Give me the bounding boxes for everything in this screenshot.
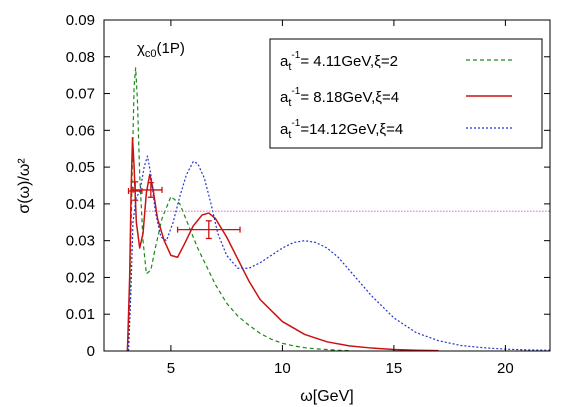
legend-entry-1: at-1= 4.11GeV,ξ=2 (280, 50, 512, 73)
x-tick-label: 15 (386, 360, 403, 377)
annotation-base: χ (137, 40, 145, 57)
annotation-sub: c0 (145, 48, 157, 60)
legend-entry-2: at-1= 8.18GeV,ξ=4 (280, 86, 512, 109)
annotation-tail: (1P) (157, 40, 185, 57)
x-axis-label: ω[GeV] (300, 388, 353, 405)
series-line-2 (126, 136, 439, 352)
y-tick-label: 0.06 (66, 122, 95, 139)
legend: at-1= 4.11GeV,ξ=2 at-1= 8.18GeV,ξ=4 at-1… (269, 38, 543, 149)
tick-layer: 5 10 15 20 0 0.01 0.02 0.03 0.04 0.05 0.06 0.07 0.08… (66, 12, 550, 377)
x-tick-label: 5 (167, 360, 175, 377)
y-tick-label: 0.05 (66, 159, 95, 176)
chi-c0-annotation: χc0(1P) (137, 40, 185, 60)
series-layer (126, 67, 551, 352)
y-tick-label: 0 (87, 343, 95, 360)
legend-box (269, 38, 543, 149)
error-bar-2 (132, 181, 163, 198)
legend-entry-3: at-1=14.12GeV,ξ=4 (280, 118, 512, 141)
y-tick-label: 0.01 (66, 306, 95, 323)
error-bar-layer (127, 181, 241, 240)
legend-label-2: at-1= 8.18GeV,ξ=4 (280, 86, 399, 109)
y-tick-label: 0.09 (66, 12, 95, 29)
x-tick-label: 10 (274, 360, 291, 377)
error-bar-3 (176, 220, 241, 240)
y-tick-label: 0.03 (66, 233, 95, 250)
x-tick-label: 20 (497, 360, 514, 377)
legend-label-1: at-1= 4.11GeV,ξ=2 (280, 50, 398, 73)
y-tick-label: 0.04 (66, 196, 95, 213)
legend-label-3: at-1=14.12GeV,ξ=4 (280, 118, 403, 141)
series-line-3 (127, 155, 551, 352)
y-tick-label: 0.02 (66, 269, 95, 286)
y-tick-label: 0.07 (66, 86, 95, 103)
error-bar-1 (127, 181, 143, 201)
plot-frame (103, 19, 551, 352)
series-line-1 (126, 67, 350, 352)
y-axis-label: σ(ω)/ω² (16, 158, 33, 214)
y-tick-label: 0.08 (66, 49, 95, 66)
